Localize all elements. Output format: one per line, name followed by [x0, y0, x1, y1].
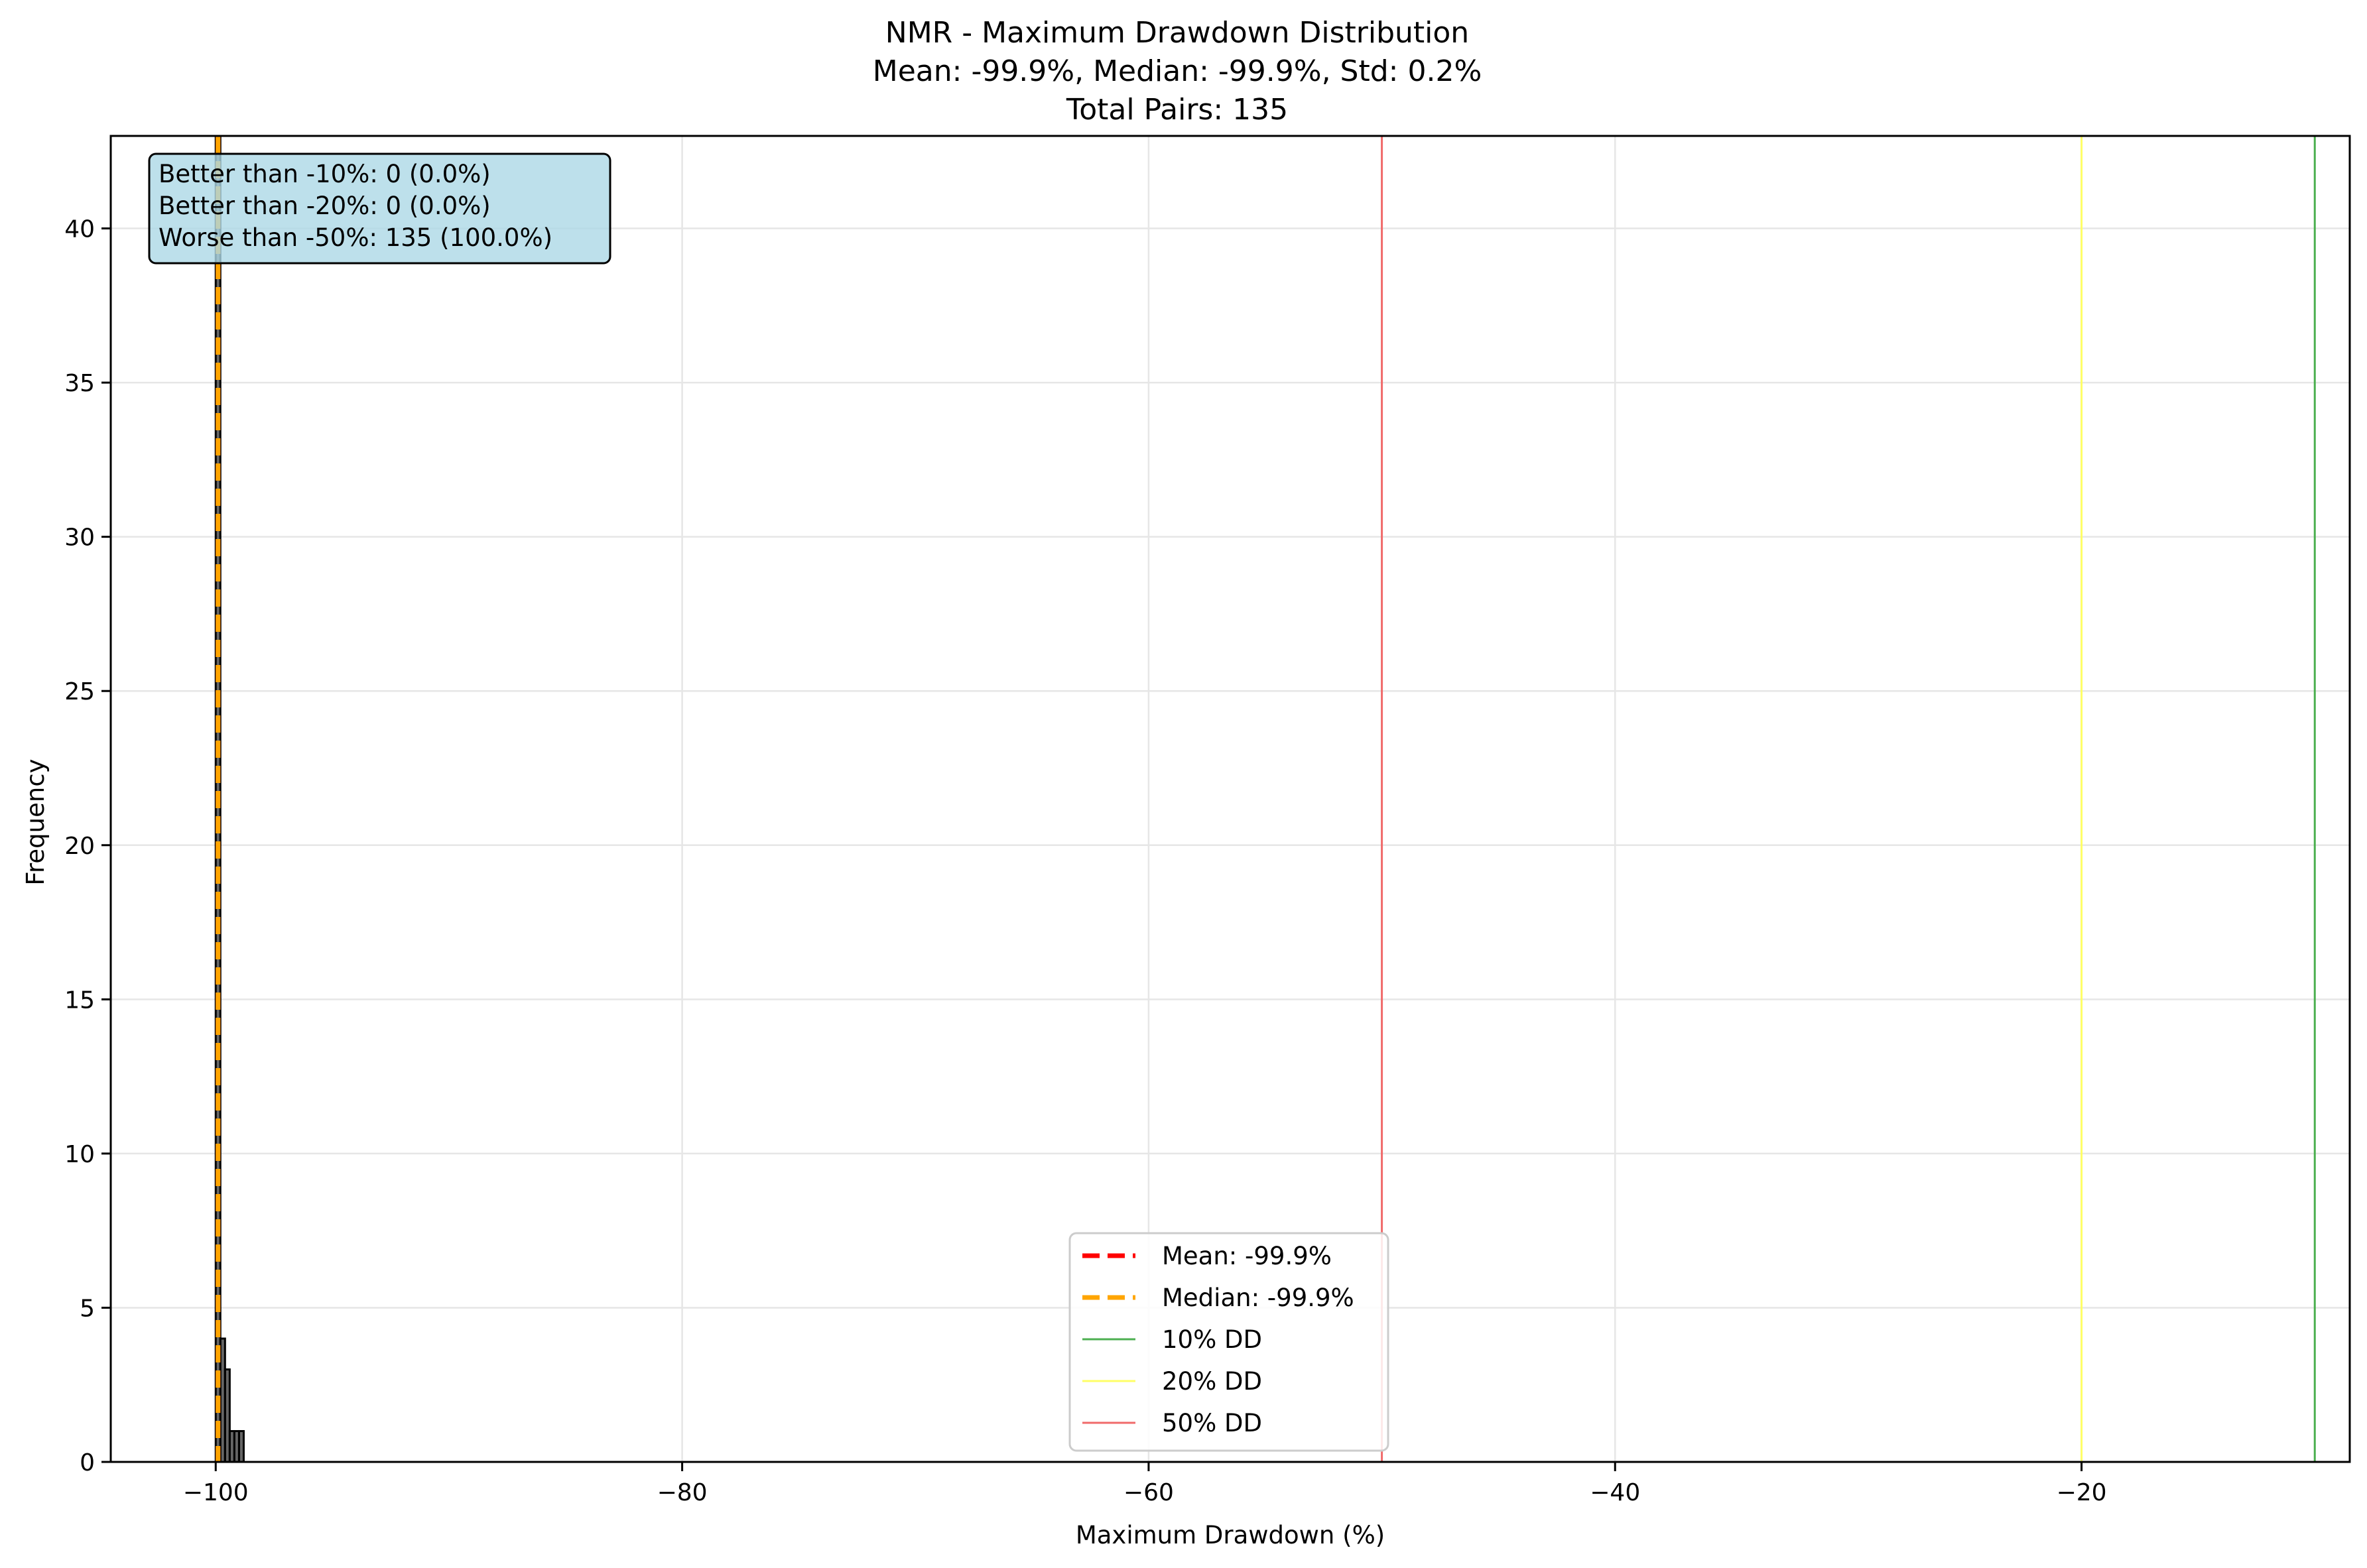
y-tick-label: 30: [64, 524, 95, 552]
reference-lines: [216, 136, 2316, 1462]
x-axis-label: Maximum Drawdown (%): [1076, 1521, 1385, 1549]
histogram-bar: [237, 1429, 245, 1463]
y-tick-label: 35: [64, 370, 95, 397]
grid-lines: [111, 136, 2350, 1463]
legend-label: 50% DD: [1162, 1409, 1262, 1437]
chart-title-line-3: Total Pairs: 135: [1066, 93, 1288, 127]
y-tick-label: 40: [64, 216, 95, 243]
y-tick-label: 20: [64, 833, 95, 860]
stats-box: Better than -10%: 0 (0.0%) Better than -…: [148, 152, 611, 265]
y-tick-label: 25: [64, 678, 95, 705]
stats-line-2: Better than -20%: 0 (0.0%): [159, 192, 491, 220]
y-tick-label: 5: [80, 1295, 95, 1322]
x-tick-label: −80: [657, 1479, 708, 1506]
x-tick-label: −40: [1590, 1479, 1640, 1506]
legend-label: Mean: -99.9%: [1162, 1242, 1332, 1270]
legend-label: 20% DD: [1162, 1367, 1262, 1396]
stats-box-background: [148, 152, 611, 265]
stats-line-1: Better than -10%: 0 (0.0%): [159, 160, 491, 188]
y-tick-label: 15: [64, 987, 95, 1014]
legend-background: [1068, 1232, 1389, 1452]
legend-label: Median: -99.9%: [1162, 1284, 1354, 1312]
x-axis-ticks: −100 −80 −60 −40 −20: [183, 1462, 2107, 1506]
y-tick-label: 10: [64, 1141, 95, 1168]
chart-title-line-2: Mean: -99.9%, Median: -99.9%, Std: 0.2%: [873, 54, 1482, 88]
y-axis-ticks: 0 5 10 15 20 25 30 35 40: [64, 216, 111, 1477]
stats-line-3: Worse than -50%: 135 (100.0%): [159, 223, 552, 252]
legend-label: 10% DD: [1162, 1325, 1262, 1354]
x-tick-label: −100: [183, 1479, 249, 1506]
legend: Mean: -99.9% Median: -99.9% 10% DD 20% DD 50…: [1068, 1232, 1389, 1452]
plot-frame: [109, 135, 2351, 1463]
x-tick-label: −60: [1123, 1479, 1174, 1506]
y-tick-label: 0: [80, 1449, 95, 1477]
y-axis-label: Frequency: [21, 758, 50, 885]
x-tick-label: −20: [2057, 1479, 2107, 1506]
chart-title-line-1: NMR - Maximum Drawdown Distribution: [885, 16, 1469, 50]
